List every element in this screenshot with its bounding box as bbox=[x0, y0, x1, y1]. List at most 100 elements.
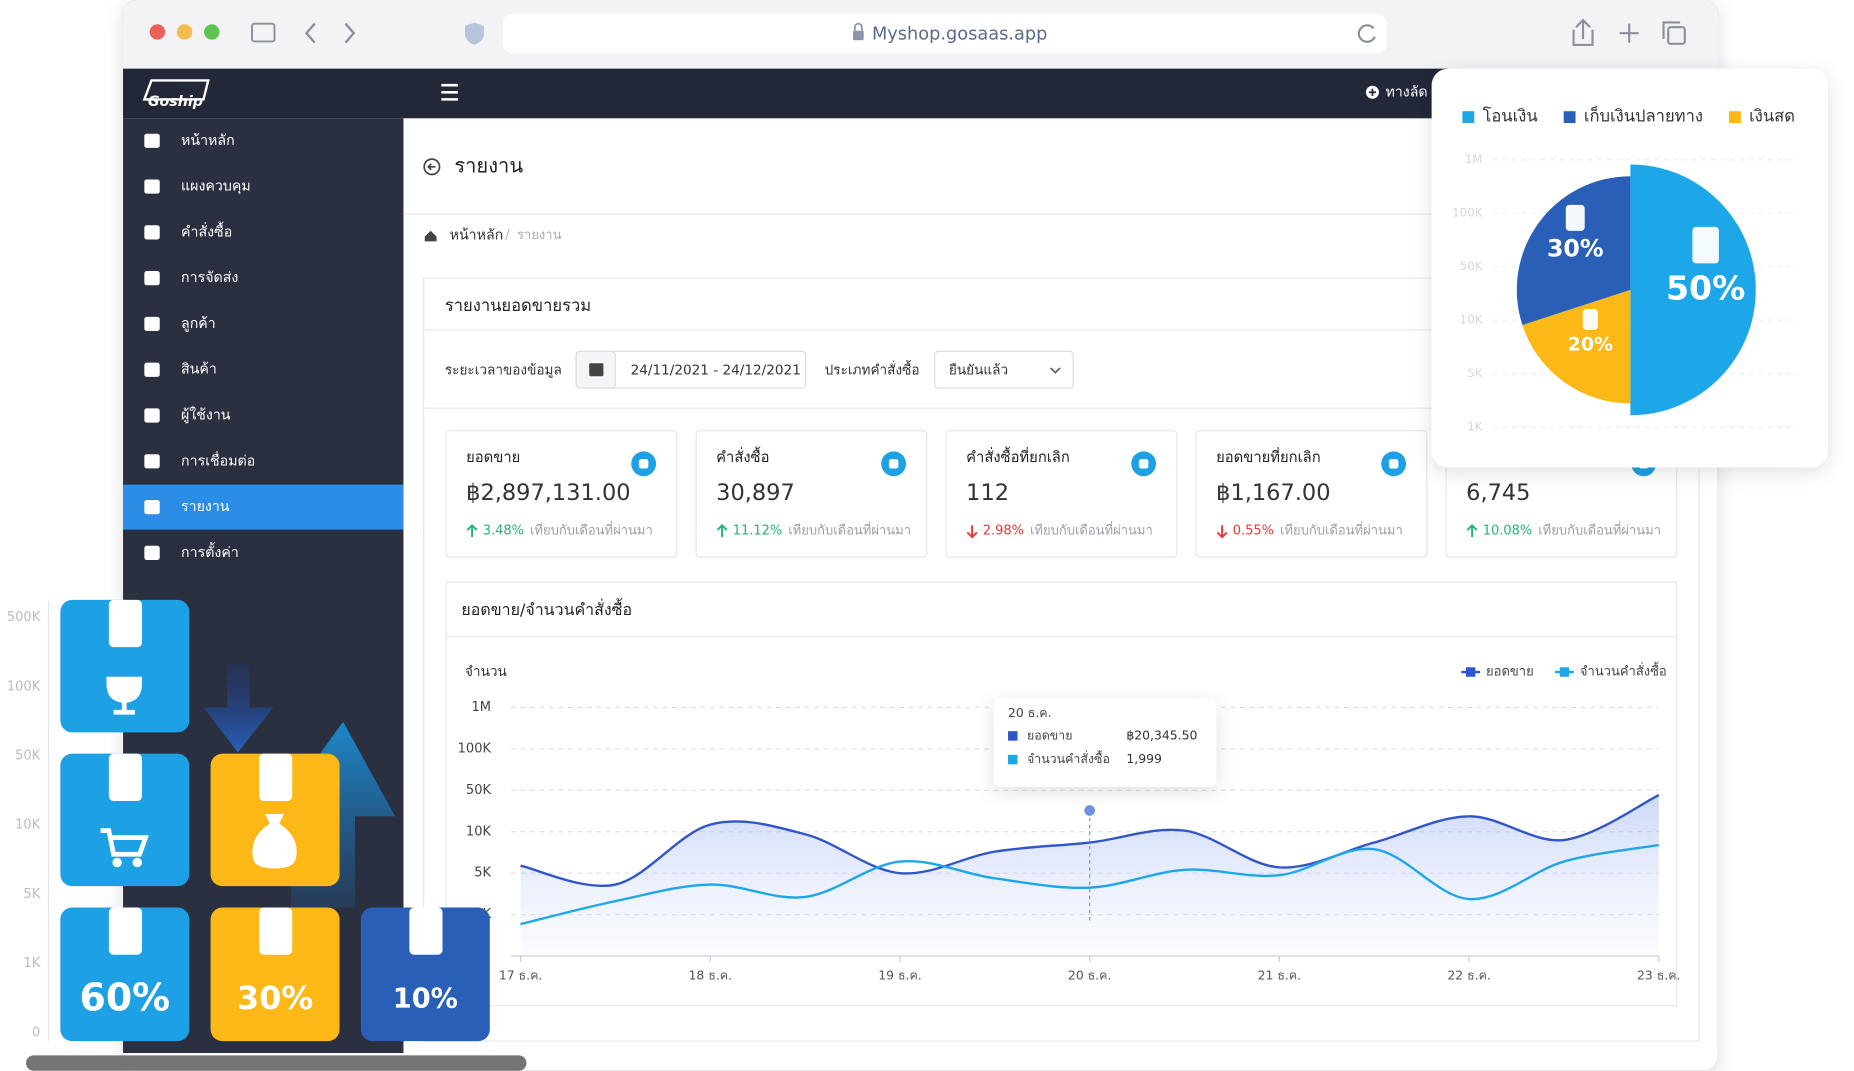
select-caret bbox=[1050, 367, 1061, 374]
type-value: ยืนยันแล้ว bbox=[949, 362, 1008, 378]
stat-card-box bbox=[945, 430, 1178, 558]
menu-item[interactable]: แผงควบคุม bbox=[181, 179, 251, 195]
menu-icon bbox=[144, 545, 160, 560]
stat-title: ยอดขายที่ยกเลิก bbox=[1216, 446, 1321, 466]
minimize-button[interactable] bbox=[176, 24, 193, 40]
maximize-button[interactable] bbox=[204, 24, 220, 40]
breadcrumb-home[interactable]: หน้าหลัก bbox=[450, 227, 504, 243]
legend-label[interactable]: เงินสด bbox=[1749, 107, 1795, 126]
back-icon-arrow bbox=[427, 163, 436, 171]
type-select[interactable] bbox=[934, 350, 1074, 389]
legend-marker bbox=[1559, 667, 1570, 677]
tabs-button[interactable] bbox=[1667, 26, 1686, 45]
slice-icon bbox=[1692, 226, 1719, 264]
share-button[interactable] bbox=[1572, 18, 1594, 47]
tooltip-marker bbox=[1008, 731, 1018, 741]
cart-wheel bbox=[112, 857, 122, 868]
shield-icon bbox=[464, 22, 484, 45]
legend-label[interactable]: ยอดขาย bbox=[1486, 665, 1534, 680]
stat-compare: เทียบกับเดือนที่ผ่านมา bbox=[1280, 522, 1403, 539]
logo-mark bbox=[142, 79, 210, 101]
menu-item[interactable]: การตั้งค่า bbox=[181, 542, 239, 561]
stat-compare: เทียบกับเดือนที่ผ่านมา bbox=[1538, 522, 1661, 539]
infographic: 500K 100K 50K 10K 5K 1K 0 60% 30% 10% bbox=[7, 599, 527, 1071]
slice-label: 20% bbox=[1568, 334, 1613, 356]
forward-button[interactable] bbox=[344, 22, 356, 44]
new-tab-button[interactable] bbox=[1619, 23, 1639, 43]
menu-item[interactable]: คำสั่งซื้อ bbox=[181, 221, 232, 240]
back-button[interactable] bbox=[304, 22, 316, 44]
stat-card: ยอดขาย฿2,897,131.00 3.48% เทียบกับเดือนที่… bbox=[445, 430, 678, 558]
axis-label: 500K bbox=[7, 610, 41, 625]
tile bbox=[60, 907, 190, 1042]
menu-toggle[interactable] bbox=[441, 83, 458, 101]
menu-icon bbox=[144, 408, 160, 423]
stat-value: 30,897 bbox=[716, 480, 795, 506]
stat-icon-glyph bbox=[888, 459, 899, 469]
address-bar[interactable] bbox=[502, 14, 1387, 54]
menu-item[interactable]: การเชื่อมต่อ bbox=[181, 450, 255, 469]
trophy-icon bbox=[106, 676, 142, 715]
tile-label: 10% bbox=[393, 983, 458, 1014]
shortcut-link[interactable]: ทางลัด bbox=[1385, 84, 1427, 100]
axis-label: 5K bbox=[1467, 366, 1483, 380]
axis-label: 1K bbox=[23, 956, 40, 971]
menu-active-bg bbox=[123, 484, 404, 530]
stat-icon-glyph bbox=[638, 459, 649, 469]
type-label: ประเภทคำสั่งซื้อ bbox=[825, 359, 920, 378]
trend-up-arrow bbox=[466, 523, 478, 538]
line-chart: ยอดขาย/จำนวนคำสั่งซื้อจำนวน1K5K10K50K100… bbox=[458, 598, 1681, 983]
scrollbar[interactable] bbox=[26, 1055, 527, 1071]
axis-label: 10K bbox=[15, 818, 41, 833]
stat-change: 0.55% bbox=[1233, 524, 1274, 539]
stat-compare: เทียบกับเดือนที่ผ่านมา bbox=[1030, 522, 1153, 539]
date-range: 24/11/2021 - 24/12/2021 bbox=[631, 362, 801, 378]
tile-tab bbox=[108, 907, 142, 955]
logo: Goship bbox=[142, 79, 210, 110]
sidebar bbox=[123, 118, 404, 1054]
menu-item[interactable]: ผู้ใช้งาน bbox=[181, 407, 231, 424]
axis-label: 100K bbox=[1452, 206, 1483, 220]
slice-label: 30% bbox=[1547, 234, 1604, 262]
menu-item[interactable]: ลูกค้า bbox=[181, 316, 216, 332]
tile-tab bbox=[259, 907, 293, 955]
menu-icon bbox=[144, 179, 160, 194]
menu-item[interactable]: รายงาน bbox=[181, 499, 230, 515]
back-icon[interactable] bbox=[423, 158, 441, 176]
legend-marker bbox=[1728, 111, 1741, 124]
stat-value: 112 bbox=[966, 480, 1009, 506]
y-tick-label: 100K bbox=[458, 741, 492, 756]
menu-icon bbox=[144, 500, 160, 515]
close-button[interactable] bbox=[149, 24, 166, 40]
sidebar-toggle[interactable] bbox=[251, 22, 276, 43]
axis-label: 100K bbox=[7, 679, 41, 694]
stat-title: ยอดขาย bbox=[466, 449, 520, 466]
stat-card: คำสั่งซื้อ 30,897 11.12% เทียบกับเดือนที่ผ่… bbox=[695, 430, 928, 558]
legend-label[interactable]: เก็บเงินปลายทาง bbox=[1584, 106, 1703, 126]
reload-button[interactable] bbox=[1357, 24, 1376, 43]
lock-icon bbox=[853, 30, 864, 41]
menu-icon bbox=[144, 225, 160, 240]
menu-icon bbox=[144, 362, 160, 377]
pie-slice bbox=[1630, 164, 1756, 416]
tile-tab bbox=[259, 753, 293, 801]
menu-item[interactable]: การจัดส่ง bbox=[181, 270, 238, 286]
breadcrumb-separator: / bbox=[505, 228, 510, 243]
legend-label[interactable]: โอนเงิน bbox=[1482, 107, 1537, 126]
cart-wheel bbox=[132, 857, 142, 868]
tile bbox=[360, 907, 490, 1042]
url: Myshop.gosaas.app bbox=[872, 24, 1047, 44]
tabs-button-back bbox=[1662, 21, 1681, 40]
stat-card: คำสั่งซื้อที่ยกเลิก 112 2.98% เทียบกับเดือน… bbox=[945, 430, 1178, 558]
stat-card: ยอดขายที่ยกเลิก฿1,167.00 0.55% เทียบกับเดื… bbox=[1195, 430, 1428, 558]
stat-compare: เทียบกับเดือนที่ผ่านมา bbox=[530, 522, 653, 539]
y-tick-label: 10K bbox=[466, 824, 492, 839]
x-tick-label: 19 ธ.ค. bbox=[878, 968, 922, 983]
legend-label[interactable]: จำนวนคำสั่งซื้อ bbox=[1580, 662, 1667, 680]
menu-item[interactable]: หน้าหลัก bbox=[181, 133, 235, 149]
axis-label: 10K bbox=[1460, 313, 1483, 327]
menu-item[interactable]: สินค้า bbox=[181, 362, 217, 378]
menu-icon bbox=[144, 316, 160, 332]
